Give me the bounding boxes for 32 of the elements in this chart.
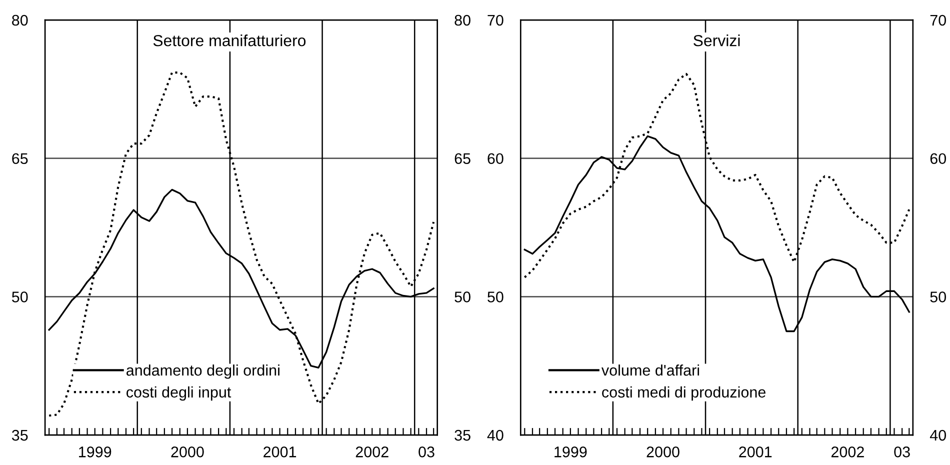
x-tick-label: 03 bbox=[418, 446, 434, 458]
y-tick-label: 80 bbox=[12, 14, 28, 26]
y2-tick-label: 65 bbox=[454, 153, 470, 164]
legend-label: costi degli input bbox=[126, 386, 232, 401]
text: Servizi bbox=[694, 34, 740, 46]
legend-label: andamento degli ordini bbox=[126, 364, 280, 379]
y2-tick-label: 70 bbox=[930, 14, 946, 26]
y2-tick-label: 35 bbox=[454, 430, 470, 441]
y2-tick-label: 50 bbox=[454, 292, 470, 302]
x-tick-label: 2000 bbox=[646, 446, 680, 458]
y-tick-label: 70 bbox=[488, 14, 504, 26]
x-tick-label: 2001 bbox=[739, 446, 772, 458]
legend-label: volume d'affari bbox=[601, 364, 700, 376]
x-tick-label: 1999 bbox=[554, 446, 587, 458]
y2-tick-label: 60 bbox=[930, 153, 946, 164]
text: Settore manifatturiero bbox=[153, 34, 306, 46]
y-tick-label: 65 bbox=[12, 153, 28, 164]
x-tick-label: 2002 bbox=[831, 446, 864, 458]
x-tick-label: 2001 bbox=[264, 446, 296, 458]
y-tick-label: 60 bbox=[488, 153, 504, 164]
y2-tick-label: 50 bbox=[930, 292, 946, 302]
y2-tick-label: 80 bbox=[454, 14, 470, 26]
y-tick-label: 40 bbox=[487, 430, 504, 441]
legend-label: costi medi di produzione bbox=[602, 386, 766, 401]
y2-tick-label: 40 bbox=[930, 430, 946, 441]
y-tick-label: 35 bbox=[12, 430, 28, 441]
x-tick-label: 2000 bbox=[171, 446, 204, 458]
x-tick-label: 03 bbox=[894, 446, 910, 458]
y-tick-label: 50 bbox=[12, 292, 28, 302]
x-tick-label: 2002 bbox=[356, 446, 388, 458]
x-tick-label: 1999 bbox=[79, 446, 112, 458]
y-tick-label: 50 bbox=[488, 292, 504, 302]
